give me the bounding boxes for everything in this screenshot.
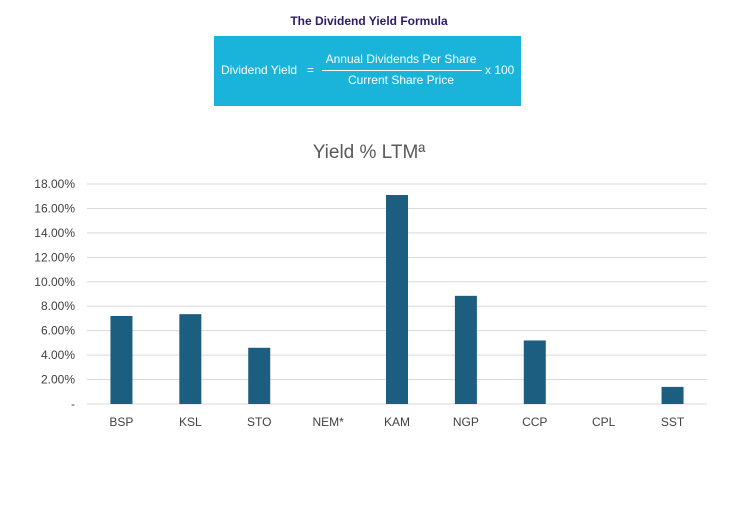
y-tick-label: 18.00%: [34, 177, 75, 191]
y-tick-label: 2.00%: [41, 373, 75, 387]
formula-numerator: Annual Dividends Per Share: [325, 52, 477, 66]
x-tick-label: STO: [247, 415, 271, 429]
x-tick-label: KAM: [384, 415, 410, 429]
y-tick-label: 8.00%: [41, 299, 75, 313]
formula-box: Dividend Yield = Annual Dividends Per Sh…: [214, 36, 521, 106]
y-tick-label: -: [71, 397, 75, 411]
chart-title: Yield % LTMª: [312, 142, 426, 163]
formula-lhs: Dividend Yield: [221, 63, 298, 77]
x-tick-label: BSP: [109, 415, 133, 429]
bar-ksl: [179, 314, 202, 404]
y-tick-label: 4.00%: [41, 348, 75, 362]
bar-sto: [248, 347, 271, 404]
bar-ngp: [454, 295, 477, 404]
bar-bsp: [110, 316, 133, 404]
y-tick-label: 6.00%: [41, 324, 75, 338]
bar-kam: [386, 195, 408, 404]
x-tick-label: CPL: [592, 415, 616, 429]
y-tick-label: 10.00%: [34, 275, 75, 289]
x-tick-label: KSL: [179, 415, 202, 429]
bars: [110, 195, 684, 404]
fraction-bar: [322, 70, 482, 71]
formula-title: The Dividend Yield Formula: [290, 14, 448, 28]
formula-multiplier: x 100: [485, 63, 515, 77]
y-tick-label: 14.00%: [34, 226, 75, 240]
x-tick-label: NEM*: [312, 415, 344, 429]
x-tick-label: NGP: [453, 415, 479, 429]
bar-ccp: [523, 340, 546, 404]
y-tick-label: 16.00%: [34, 201, 75, 215]
formula-equals: =: [307, 63, 315, 77]
formula-denominator: Current Share Price: [347, 73, 455, 87]
x-axis: BSP KSL STO NEM* KAM NGP CCP CPL SST: [109, 415, 684, 429]
x-tick-label: CCP: [522, 415, 547, 429]
x-tick-label: SST: [661, 415, 685, 429]
y-axis: - 2.00% 4.00% 6.00% 8.00% 10.00% 12.00% 14.00% 1…: [34, 177, 75, 411]
bar-sst: [661, 386, 684, 404]
y-tick-label: 12.00%: [34, 250, 75, 264]
